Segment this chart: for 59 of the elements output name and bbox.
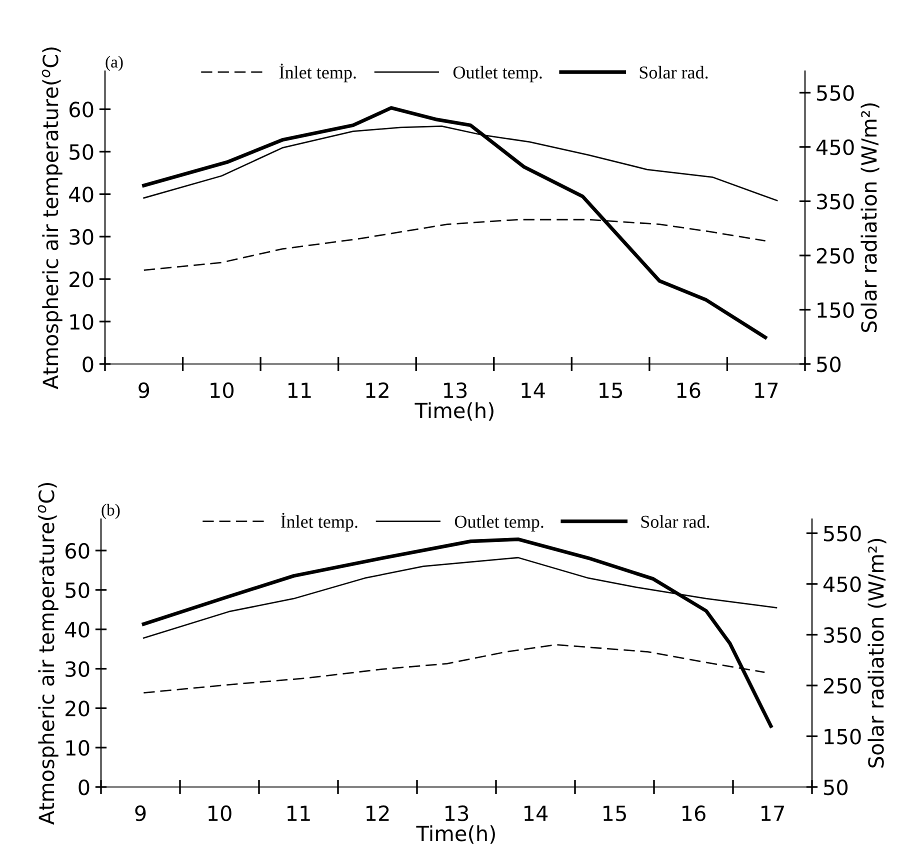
y2-tick-label: 150: [818, 302, 854, 318]
annotation: (a): [106, 56, 123, 71]
y-axis-title: Atmospheric air temperature($^{o}$C): [42, 48, 62, 390]
text: (b): [102, 504, 120, 519]
x-tick-label: 16: [677, 382, 700, 398]
x-tick-label: 13: [446, 805, 468, 822]
y2-tick-label: 450: [823, 576, 861, 592]
x-tick-label: 13: [444, 382, 467, 398]
x-tick-label: 9: [138, 382, 150, 398]
y-tick-label: 60: [70, 102, 94, 118]
x-tick-label: 12: [366, 382, 388, 398]
x-tick-label: 9: [135, 805, 146, 822]
y2-tick-label: 350: [824, 627, 861, 643]
y-tick-label: 50: [70, 144, 94, 160]
x-tick-label: 16: [682, 805, 706, 822]
y-tick-label: 10: [70, 314, 94, 330]
x-tick-label: 14: [524, 806, 548, 821]
y-tick-label: 10: [66, 740, 90, 756]
y2-tick-label: 150: [824, 728, 861, 744]
y2-tick-label: 350: [817, 194, 854, 210]
y-tick-label: 20: [70, 272, 94, 288]
y-tick-label: 50: [66, 582, 90, 598]
y-tick-label: 30: [66, 661, 90, 677]
x-tick-label: 12: [366, 805, 389, 821]
y-tick-label: 60: [66, 542, 90, 559]
legend-label: İnlet temp.: [280, 512, 358, 532]
x-axis-title: Time(h): [414, 402, 494, 421]
x-tick-label: 17: [762, 806, 784, 821]
y2-tick-label: 50: [824, 779, 848, 796]
x-axis-title: Time(h): [416, 825, 495, 844]
x-tick-label: 15: [604, 806, 626, 822]
x-tick-label: 10: [208, 805, 232, 822]
y-tick-label: 20: [66, 700, 90, 716]
y-tick-label: 0: [78, 779, 90, 796]
y-tick-label: 30: [70, 229, 94, 245]
legend-label: Solar rad.: [640, 66, 708, 79]
legend-label: Solar rad.: [641, 515, 710, 528]
legend-label: İnlet temp.: [279, 64, 356, 82]
y2-tick-label: 50: [817, 356, 841, 372]
y-tick-label: 0: [82, 356, 94, 372]
y-axis-title: Atmospheric air temperature($^{o}$C): [38, 483, 58, 825]
y2-tick-label: 250: [816, 248, 854, 264]
x-tick-label: 11: [288, 382, 311, 398]
x-tick-label: 11: [288, 806, 310, 821]
legend-label: Outlet temp.: [453, 66, 542, 82]
legend-label: Outlet temp.: [454, 515, 544, 532]
y2-tick-label: 250: [824, 678, 861, 694]
x-tick-label: 14: [522, 382, 545, 398]
y2-axis-title: Solar radiation (W/m²): [860, 103, 880, 332]
y2-tick-label: 550: [824, 526, 861, 542]
y2-tick-label: 450: [816, 139, 854, 156]
y-tick-label: 40: [69, 186, 94, 202]
y-tick-label: 40: [65, 622, 90, 638]
y2-tick-label: 550: [817, 85, 854, 101]
x-tick-label: 10: [210, 382, 234, 398]
y2-axis-title: Solar radiation (W/m²): [868, 538, 886, 768]
x-tick-label: 15: [600, 382, 622, 398]
x-tick-label: 17: [755, 382, 778, 398]
line-series: [142, 538, 773, 728]
